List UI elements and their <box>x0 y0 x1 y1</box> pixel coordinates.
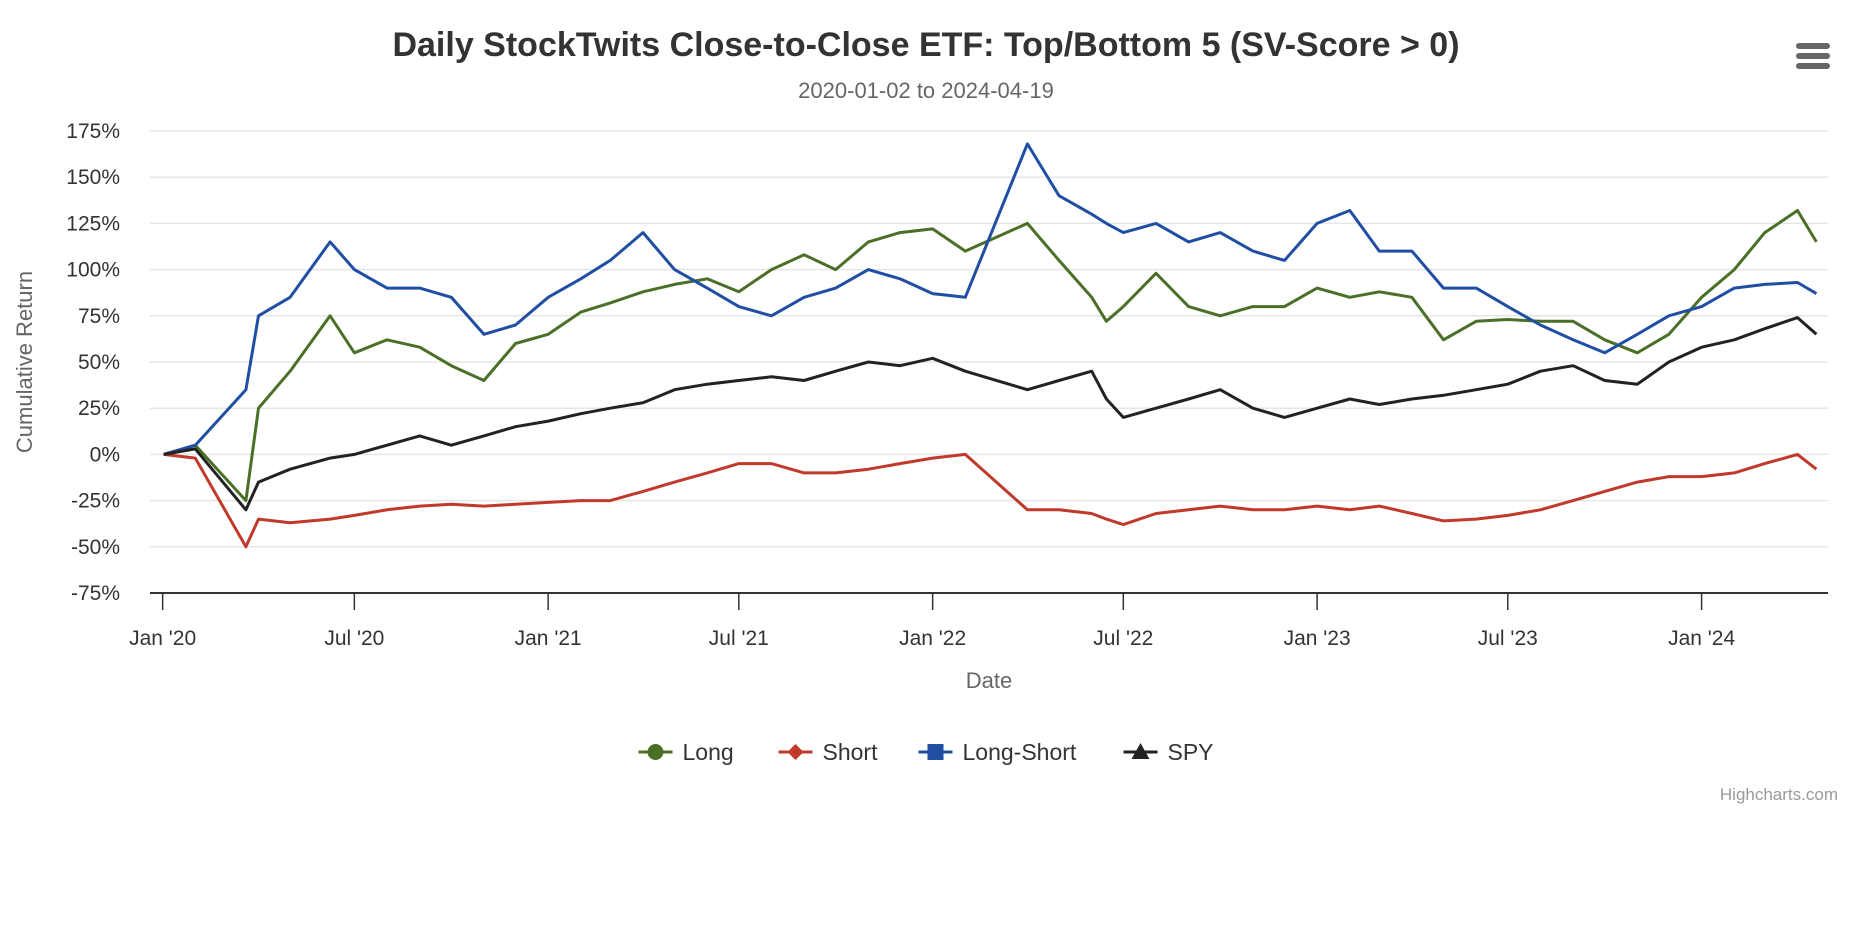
y-tick-label: 100% <box>66 259 120 282</box>
legend-item-long[interactable]: Long <box>638 739 734 765</box>
series-line-long <box>163 209 1818 503</box>
circle-marker-icon <box>647 744 664 760</box>
series-line-long-short <box>163 142 1818 456</box>
y-tick-label: 25% <box>78 397 120 420</box>
legend-label: Long <box>683 739 734 765</box>
series-line-short <box>163 452 1818 549</box>
y-tick-label: -50% <box>71 536 120 559</box>
x-tick-label: Jan '24 <box>1668 627 1735 650</box>
context-menu-button[interactable] <box>1790 30 1834 74</box>
chart-subtitle: 2020-01-02 to 2024-04-19 <box>798 78 1054 103</box>
x-tick-label: Jul '22 <box>1093 627 1153 650</box>
y-tick-label: 175% <box>66 120 120 143</box>
y-tick-label: 150% <box>66 166 120 189</box>
x-tick-label: Jan '20 <box>129 627 196 650</box>
y-tick-label: 50% <box>78 351 120 374</box>
series-line-spy <box>163 316 1818 512</box>
y-axis-labels: 175% 150% 125% 100% 75% 50% 25% 0% -25% -50% -75% <box>66 120 120 605</box>
triangle-marker-icon <box>1131 743 1150 759</box>
diamond-marker-icon <box>787 744 804 760</box>
hamburger-menu-icon[interactable] <box>1796 43 1830 69</box>
legend-label: Long-Short <box>963 739 1077 765</box>
series-lines <box>163 142 1818 549</box>
x-axis-title: Date <box>966 668 1012 693</box>
x-tick-label: Jan '23 <box>1284 627 1351 650</box>
y-tick-label: -75% <box>71 582 120 605</box>
legend-label: Short <box>823 739 879 765</box>
x-axis-ticks: Jan '20 Jul '20 Jan '21 Jul '21 Jan '22 Jul '… <box>129 593 1735 650</box>
x-tick-label: Jul '23 <box>1478 627 1538 650</box>
x-tick-label: Jan '22 <box>899 627 966 650</box>
legend-item-long-short[interactable]: Long-Short <box>918 739 1077 765</box>
gridlines <box>150 130 1828 548</box>
square-marker-icon <box>927 744 944 760</box>
y-tick-label: 125% <box>66 212 120 235</box>
y-axis-title: Cumulative Return <box>12 271 37 453</box>
legend: Long Short Long-Short SPY <box>638 739 1214 765</box>
x-tick-label: Jan '21 <box>515 627 582 650</box>
y-tick-label: 0% <box>90 443 120 466</box>
chart-title: Daily StockTwits Close-to-Close ETF: Top… <box>392 26 1459 64</box>
legend-label: SPY <box>1168 739 1214 765</box>
legend-item-short[interactable]: Short <box>778 739 879 765</box>
x-tick-label: Jul '21 <box>709 627 769 650</box>
y-tick-label: -25% <box>71 490 120 513</box>
y-tick-label: 75% <box>78 305 120 328</box>
legend-item-spy[interactable]: SPY <box>1123 739 1214 765</box>
credits-link[interactable]: Highcharts.com <box>1720 785 1838 804</box>
x-tick-label: Jul '20 <box>324 627 384 650</box>
